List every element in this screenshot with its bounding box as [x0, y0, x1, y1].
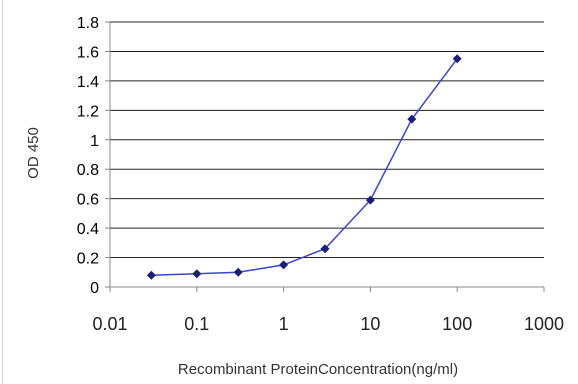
data-point [407, 114, 417, 124]
x-tick-label: 100 [442, 314, 472, 334]
y-tick-label: 0.4 [77, 221, 99, 238]
y-tick-label: 0.2 [77, 251, 99, 268]
data-point [320, 244, 330, 254]
series [146, 54, 462, 280]
y-tick-label: 1.8 [77, 15, 99, 32]
data-point [365, 195, 375, 205]
y-tick-label: 1.6 [77, 44, 99, 61]
axes [105, 21, 545, 292]
data-point [146, 270, 156, 280]
x-tick-label: 0.1 [184, 314, 209, 334]
x-axis-label: Recombinant ProteinConcentration(ng/ml) [178, 361, 458, 378]
x-tick-label: 10 [360, 314, 380, 334]
data-point [452, 54, 462, 64]
data-point [192, 269, 202, 279]
x-tick-labels: 0.01 0.1 1 10 100 1000 [92, 314, 564, 334]
series-line [151, 58, 458, 276]
y-tick-label: 1.4 [77, 74, 99, 91]
y-tick-label: 1 [90, 133, 99, 150]
x-tick-label: 0.01 [92, 314, 127, 334]
y-axis-label: OD 450 [25, 127, 42, 179]
x-tick-label: 1000 [524, 314, 564, 334]
y-tick-labels: 0 0.2 0.4 0.6 0.8 1 1.2 1.4 1.6 1.8 [77, 15, 99, 297]
data-point [233, 267, 243, 277]
y-tick-label: 0.8 [77, 162, 99, 179]
x-tick-label: 1 [279, 314, 289, 334]
y-tick-label: 1.2 [77, 103, 99, 120]
y-tick-label: 0.6 [77, 192, 99, 209]
y-tick-label: 0 [90, 280, 99, 297]
gridlines [110, 21, 544, 259]
data-point [279, 260, 289, 270]
